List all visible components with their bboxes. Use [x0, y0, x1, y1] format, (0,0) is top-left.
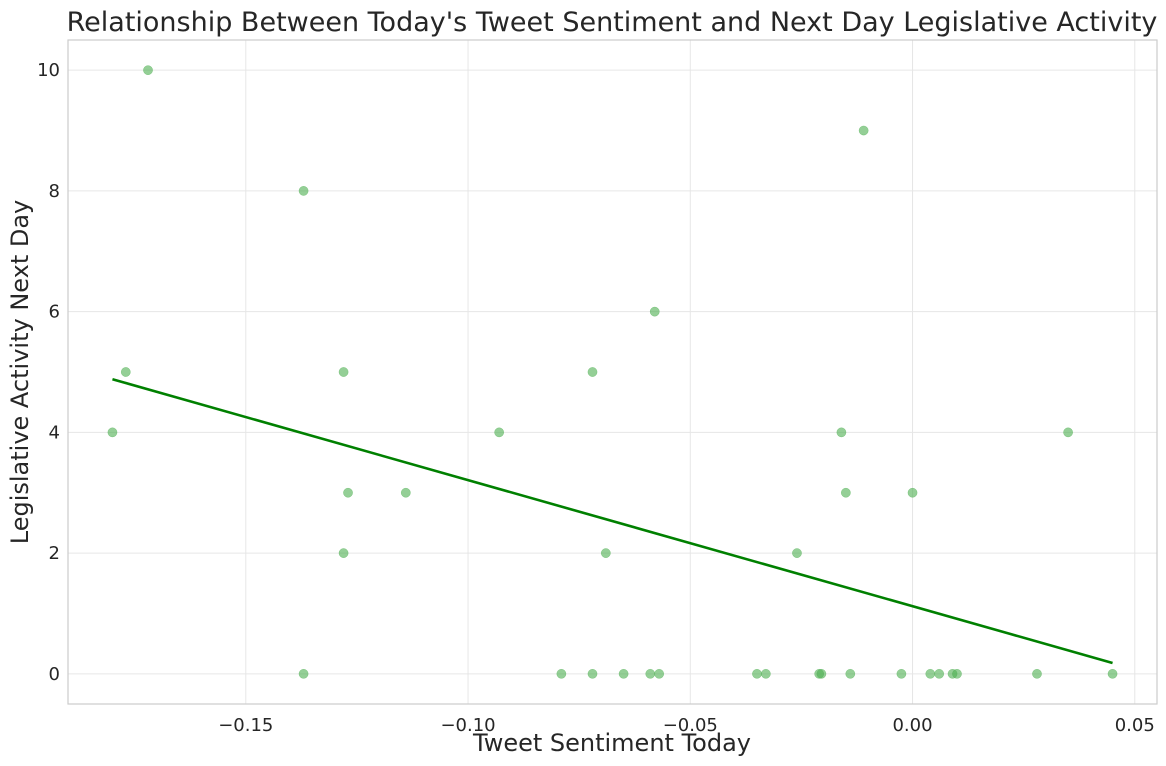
data-point — [494, 427, 505, 438]
data-point — [600, 548, 611, 558]
data-point — [896, 668, 907, 679]
data-point — [587, 668, 598, 679]
data-point — [107, 427, 118, 438]
x-tick-labels: −0.15 −0.10 −0.05 0.00 0.05 — [218, 715, 1155, 736]
data-point — [841, 487, 851, 498]
data-point — [338, 367, 349, 377]
data-point — [587, 367, 598, 377]
data-point — [143, 65, 153, 76]
grid — [68, 40, 1157, 704]
data-point — [836, 427, 847, 438]
data-point — [618, 668, 629, 679]
data-point — [654, 668, 665, 679]
y-tick-label: 10 — [37, 60, 60, 81]
y-tick-label: 0 — [49, 664, 60, 685]
data-point — [298, 668, 309, 679]
trendline — [112, 377, 1113, 665]
x-tick-label: −0.05 — [663, 715, 718, 736]
data-point — [649, 306, 660, 317]
data-point — [343, 487, 353, 498]
data-point — [925, 668, 936, 679]
data-point — [952, 668, 962, 679]
y-tick-label: 2 — [49, 543, 60, 564]
data-point — [400, 487, 411, 498]
data-point — [752, 668, 762, 679]
y-tick-label: 4 — [49, 422, 60, 443]
data-point — [298, 186, 309, 196]
data-point — [907, 487, 918, 498]
data-point — [1063, 427, 1073, 438]
plot-frame — [67, 39, 1158, 705]
data-point — [858, 125, 869, 136]
data-point — [556, 668, 567, 679]
data-point — [645, 668, 656, 679]
data-point — [845, 668, 856, 679]
y-axis-label: Legislative Activity Next Day — [6, 200, 34, 544]
data-point — [338, 548, 349, 558]
data-point — [1107, 668, 1118, 679]
data-point — [120, 367, 131, 377]
trendline-group — [112, 377, 1113, 665]
data-point — [1032, 668, 1042, 679]
data-point — [760, 668, 771, 679]
x-tick-label: 0.05 — [1115, 715, 1155, 736]
points-group — [107, 65, 1118, 679]
x-tick-label: 0.00 — [892, 715, 932, 736]
data-point — [934, 668, 945, 679]
y-tick-label: 6 — [49, 302, 60, 323]
data-point — [816, 668, 827, 679]
data-point — [792, 548, 802, 558]
y-tick-labels: 0 2 4 6 8 10 — [37, 60, 60, 685]
x-tick-label: −0.10 — [440, 715, 495, 736]
x-tick-label: −0.15 — [218, 715, 273, 736]
y-tick-label: 8 — [49, 181, 60, 202]
chart-title: Relationship Between Today's Tweet Senti… — [67, 7, 1158, 38]
x-axis-label: Tweet Sentiment Today — [472, 729, 751, 757]
